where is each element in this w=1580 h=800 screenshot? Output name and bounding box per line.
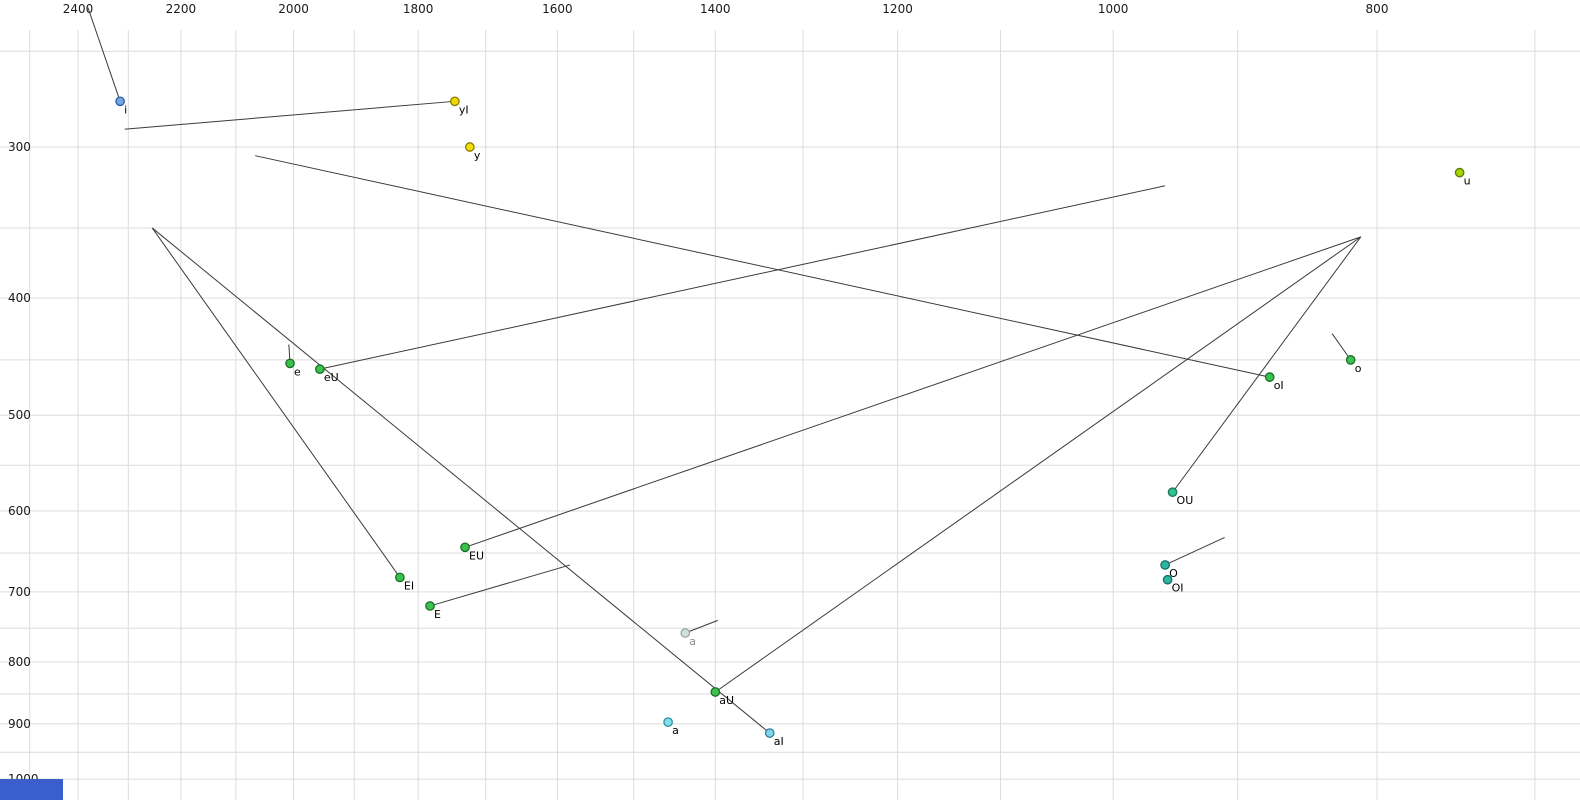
corner-blue-swatch: [0, 779, 63, 800]
vowel-point-O: [1160, 560, 1170, 570]
x-tick-label-2200: 2200: [166, 2, 197, 16]
vowel-label-aI: aI: [774, 735, 784, 748]
vowel-label-u: u: [1464, 175, 1471, 188]
vowel-label-o: o: [1355, 362, 1362, 375]
vowel-point-EI: [395, 572, 405, 583]
y-tick-label-300: 300: [8, 140, 31, 154]
vowel-point-E: [425, 601, 435, 611]
trajectory-i: [87, 7, 121, 102]
vowel-label-aU: aU: [719, 694, 734, 707]
trajectory-E: [429, 564, 571, 607]
vowel-point-u: [1454, 167, 1465, 178]
x-tick-label-1000: 1000: [1098, 2, 1129, 16]
vowel-label-oI: oI: [1274, 379, 1284, 392]
trajectory-yI: [124, 100, 455, 130]
trajectory-o: [1331, 333, 1352, 361]
y-tick-label-500: 500: [8, 408, 31, 422]
vowel-label-E: E: [434, 608, 441, 621]
x-tick-label-1800: 1800: [403, 2, 434, 16]
vowel-label-EU: EU: [469, 549, 484, 562]
y-tick-label-800: 800: [8, 655, 31, 669]
vowel-point-OI: [1162, 574, 1173, 585]
vowel-label-eU: eU: [324, 371, 339, 384]
vowel-point-e: [285, 358, 295, 369]
vowel-label-EI: EI: [404, 579, 414, 592]
vowel-point-aI: [764, 728, 775, 738]
trajectory-O: [1164, 536, 1225, 566]
trajectory-EI: [151, 227, 401, 578]
vowel-point-aU: [710, 687, 721, 697]
x-tick-label-2400: 2400: [63, 2, 94, 16]
vowel-label-OI: OI: [1172, 582, 1184, 595]
vowel-label-a: a: [672, 724, 679, 737]
vowel-point-eU: [315, 364, 325, 374]
vowel-label-a: a: [689, 635, 696, 648]
x-tick-label-800: 800: [1366, 2, 1389, 16]
vowel-point-EU: [460, 542, 470, 553]
trajectory-a: [685, 619, 719, 634]
vowel-label-yI: yI: [459, 103, 469, 116]
vowel-point-yI: [449, 96, 460, 107]
vowel-point-OU: [1167, 487, 1178, 498]
vowel-point-a: [663, 717, 673, 727]
vowel-label-O: O: [1169, 567, 1178, 580]
vowel-point-a: [680, 628, 691, 638]
vowel-point-y: [464, 142, 475, 152]
vowel-point-oI: [1264, 372, 1275, 382]
trajectory-aU: [715, 236, 1362, 693]
vowel-label-i: i: [124, 103, 127, 116]
vowel-label-OU: OU: [1177, 494, 1194, 507]
x-tick-label-1600: 1600: [542, 2, 573, 16]
y-tick-label-400: 400: [8, 291, 31, 305]
trajectory-EU: [464, 236, 1362, 548]
vowel-point-o: [1345, 355, 1356, 365]
trajectory-aI: [151, 227, 771, 734]
x-tick-label-2000: 2000: [278, 2, 309, 16]
vowel-label-y: y: [474, 149, 481, 162]
trajectory-eU: [319, 185, 1166, 370]
vowel-label-e: e: [294, 365, 301, 378]
y-tick-label-600: 600: [8, 504, 31, 518]
x-tick-label-1400: 1400: [700, 2, 731, 16]
y-tick-label-900: 900: [8, 717, 31, 731]
x-tick-label-1200: 1200: [882, 2, 913, 16]
trajectory-OU: [1172, 236, 1362, 493]
vowel-point-i: [115, 96, 125, 107]
y-tick-label-700: 700: [8, 585, 31, 599]
trajectory-oI: [255, 155, 1270, 378]
